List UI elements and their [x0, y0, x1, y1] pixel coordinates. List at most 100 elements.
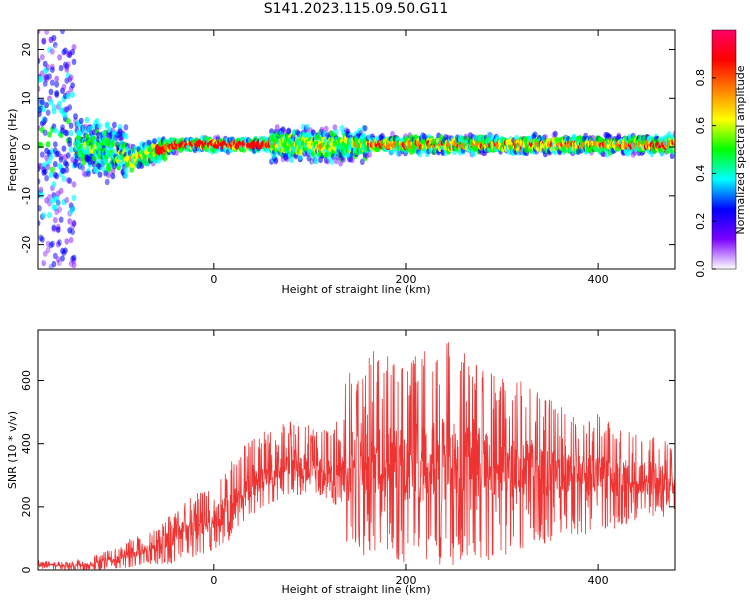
heatmap-cell [55, 199, 61, 207]
spectrogram-ylabel: Frequency (Hz) [6, 109, 19, 192]
heatmap-cell [54, 52, 60, 60]
heatmap-cell [45, 229, 51, 236]
heatmap-cell [286, 128, 292, 135]
heatmap-cell [315, 133, 320, 141]
heatmap-cell [60, 124, 65, 131]
heatmap-cell [110, 172, 116, 180]
heatmap-cell [42, 255, 48, 263]
heatmap-cell [61, 239, 67, 246]
heatmap-cell [60, 226, 65, 233]
heatmap-cell [67, 104, 73, 111]
y-tick-label: 400 [20, 433, 33, 454]
heatmap-cell [274, 124, 280, 131]
heatmap-cell [57, 239, 62, 246]
y-tick-label: 0 [20, 567, 33, 574]
heatmap-cell [64, 196, 70, 204]
heatmap-cell [71, 220, 77, 227]
heatmap-cell [39, 236, 45, 243]
heatmap-cell [51, 34, 57, 42]
heatmap-cell [52, 252, 58, 260]
heatmap-cell [50, 79, 55, 86]
heatmap-cell [355, 122, 361, 130]
heatmap-cell [55, 256, 61, 263]
heatmap-cell [280, 126, 286, 133]
heatmap-cell [367, 151, 372, 158]
heatmap-cell [64, 161, 70, 168]
heatmap-cell [103, 170, 109, 177]
x-tick-label: 200 [395, 574, 416, 587]
heatmap-cell [112, 121, 117, 129]
heatmap-cell [607, 134, 613, 141]
colorbar-tick-label: 0.4 [694, 165, 707, 183]
heatmap-cell [329, 158, 335, 165]
heatmap-cell [38, 85, 41, 93]
x-tick-label: 400 [588, 273, 609, 286]
spectrogram-heatmap [38, 30, 675, 269]
heatmap-cell [273, 157, 279, 164]
x-tick-label: 0 [210, 273, 217, 286]
heatmap-cell [38, 57, 41, 64]
heatmap-cell [63, 111, 68, 119]
heatmap-cell [70, 48, 75, 56]
heatmap-cell [45, 109, 51, 116]
snr-panel: 0 200 400 0 200 400 600 Height of straight lin… [6, 329, 676, 596]
heatmap-cell [44, 197, 49, 204]
heatmap-cell [55, 226, 61, 233]
heatmap-cell [54, 91, 60, 98]
heatmap-cell [57, 259, 62, 266]
heatmap-cell [38, 264, 42, 269]
y-tick-label: 200 [20, 496, 33, 517]
heatmap-cell [78, 163, 84, 170]
heatmap-cell [67, 76, 73, 83]
heatmap-cell [106, 171, 111, 178]
colorbar-gradient [711, 29, 737, 270]
heatmap-cell [68, 129, 74, 137]
heatmap-cell [42, 250, 48, 258]
heatmap-cell [48, 153, 54, 161]
heatmap-cell [45, 141, 51, 148]
heatmap-cell [78, 117, 84, 125]
heatmap-cell [64, 130, 70, 137]
heatmap-cell [571, 134, 577, 142]
heatmap-cell [672, 137, 675, 144]
heatmap-cell [52, 127, 58, 134]
heatmap-cell [65, 118, 71, 125]
heatmap-cell [305, 123, 310, 131]
heatmap-cell [38, 219, 41, 227]
heatmap-cell [44, 30, 49, 35]
heatmap-cell [60, 255, 65, 262]
heatmap-cell [50, 48, 55, 55]
heatmap-cell [71, 44, 77, 51]
heatmap-cell [297, 154, 303, 161]
heatmap-cell [349, 156, 355, 164]
heatmap-cell [61, 83, 67, 91]
heatmap-cell [38, 162, 42, 170]
colorbar: 0.0 0.2 0.4 0.6 0.8 Normalized spectral ampl… [694, 29, 747, 278]
heatmap-cell [42, 60, 48, 68]
heatmap-cell [47, 211, 52, 219]
heatmap-cell [104, 122, 110, 129]
heatmap-cell [51, 181, 57, 188]
heatmap-cell [48, 88, 54, 96]
snr-series-line [38, 342, 675, 570]
heatmap-cell [58, 156, 64, 163]
heatmap-cell [48, 171, 54, 178]
heatmap-cell [123, 172, 129, 179]
heatmap-cell [86, 170, 91, 177]
heatmap-cell [39, 151, 45, 158]
heatmap-cell [129, 166, 135, 173]
heatmap-cell [81, 170, 87, 177]
heatmap-cell [103, 157, 109, 165]
heatmap-cell [55, 199, 61, 206]
heatmap-cell [52, 204, 58, 212]
heatmap-cell [110, 140, 116, 147]
heatmap-cell [313, 158, 319, 165]
heatmap-cell [61, 175, 67, 182]
y-tick-label: 0 [20, 144, 33, 151]
heatmap-cell [58, 187, 64, 195]
heatmap-cell [38, 165, 41, 172]
chart-title: S141.2023.115.09.50.G11 [263, 1, 449, 17]
heatmap-cell [38, 186, 44, 193]
heatmap-cell [52, 141, 58, 148]
heatmap-cell [80, 164, 86, 171]
